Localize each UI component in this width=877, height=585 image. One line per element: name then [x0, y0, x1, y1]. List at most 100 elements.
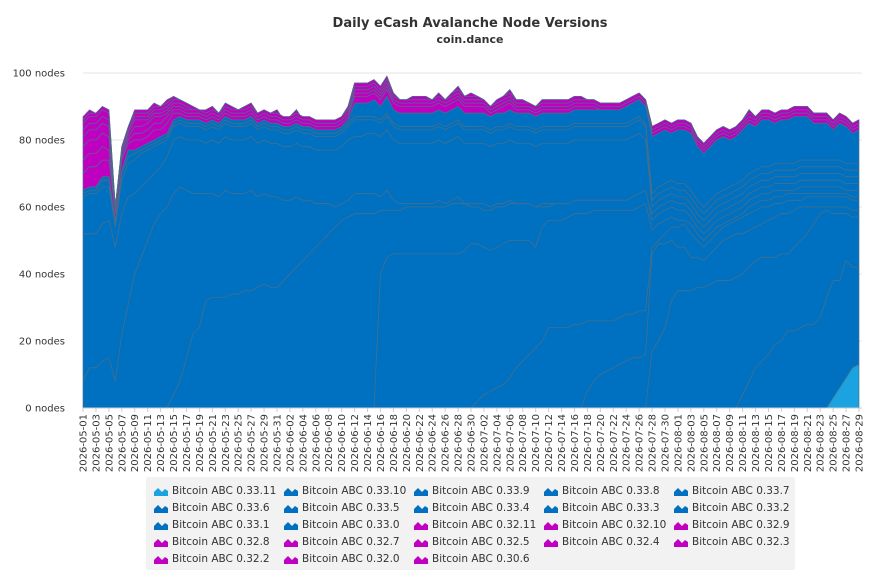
y-tick-label: 40 nodes [19, 270, 65, 281]
legend-item[interactable]: Bitcoin ABC 0.33.0 [284, 518, 400, 532]
legend: Bitcoin ABC 0.33.11 Bitcoin ABC 0.33.10 Bi… [146, 477, 795, 570]
legend-item[interactable]: Bitcoin ABC 0.33.5 [284, 501, 400, 515]
x-tick-label: 2026-07-28 [648, 414, 659, 472]
x-tick-label: 2026-07-02 [479, 414, 490, 472]
legend-item[interactable]: Bitcoin ABC 0.30.6 [414, 552, 530, 566]
legend-item[interactable]: Bitcoin ABC 0.32.2 [154, 552, 270, 566]
area-series-icon [674, 488, 688, 496]
area-series-icon [154, 488, 168, 496]
x-tick-label: 2026-07-30 [661, 414, 672, 472]
x-tick-label: 2026-08-19 [790, 414, 801, 472]
legend-item[interactable]: Bitcoin ABC 0.33.3 [544, 501, 660, 515]
y-axis: 0 nodes 20 nodes 40 nodes 60 nodes 80 nodes 1… [13, 69, 65, 415]
x-tick-label: 2026-08-21 [803, 414, 814, 472]
y-tick-label: 80 nodes [19, 136, 65, 147]
x-tick-label: 2026-05-07 [117, 414, 128, 472]
legend-item[interactable]: Bitcoin ABC 0.32.0 [284, 552, 400, 566]
x-tick-label: 2026-05-05 [104, 414, 115, 472]
area-series-icon [284, 522, 298, 530]
x-tick-label: 2026-08-05 [699, 414, 710, 472]
legend-item[interactable]: Bitcoin ABC 0.32.4 [544, 535, 660, 549]
area-series-icon [674, 505, 688, 513]
x-tick-label: 2026-06-24 [428, 414, 439, 472]
legend-item[interactable]: Bitcoin ABC 0.33.10 [284, 484, 406, 498]
x-tick-label: 2026-07-24 [622, 414, 633, 472]
legend-item[interactable]: Bitcoin ABC 0.33.6 [154, 501, 270, 515]
x-tick-label: 2026-06-04 [298, 414, 309, 472]
x-tick-label: 2026-07-14 [557, 414, 568, 472]
x-axis: 2026-05-01 2026-05-03 2026-05-05 2026-05-07… [79, 407, 866, 472]
x-tick-label: 2026-05-13 [156, 414, 167, 472]
legend-item[interactable]: Bitcoin ABC 0.32.3 [674, 535, 790, 549]
x-tick-label: 2026-06-22 [415, 414, 426, 472]
x-tick-label: 2026-07-26 [635, 414, 646, 472]
x-tick-label: 2026-05-17 [182, 414, 193, 472]
legend-item[interactable]: Bitcoin ABC 0.32.10 [544, 518, 666, 532]
x-tick-label: 2026-05-09 [130, 414, 141, 472]
legend-label: Bitcoin ABC 0.32.5 [432, 536, 530, 548]
legend-label: Bitcoin ABC 0.32.11 [432, 519, 537, 531]
legend-item[interactable]: Bitcoin ABC 0.33.2 [674, 501, 790, 515]
y-tick-label: 100 nodes [13, 69, 65, 80]
y-tick-label: 0 nodes [25, 404, 65, 415]
plot-areas [82, 75, 860, 409]
legend-label: Bitcoin ABC 0.33.11 [172, 485, 277, 497]
x-tick-label: 2026-06-06 [311, 414, 322, 472]
legend-item[interactable]: Bitcoin ABC 0.33.9 [414, 484, 530, 498]
legend-item[interactable]: Bitcoin ABC 0.32.11 [414, 518, 536, 532]
x-tick-label: 2026-05-31 [273, 414, 284, 472]
legend-label: Bitcoin ABC 0.30.6 [432, 553, 530, 565]
x-tick-label: 2026-06-02 [285, 414, 296, 472]
legend-item[interactable]: Bitcoin ABC 0.32.5 [414, 535, 530, 549]
area-series-icon [154, 556, 168, 564]
x-tick-label: 2026-07-22 [609, 414, 620, 472]
x-tick-label: 2026-05-25 [234, 414, 245, 472]
x-tick-label: 2026-06-26 [441, 414, 452, 472]
legend-label: Bitcoin ABC 0.32.2 [172, 553, 270, 565]
legend-item[interactable]: Bitcoin ABC 0.32.8 [154, 535, 270, 549]
legend-label: Bitcoin ABC 0.33.5 [302, 502, 400, 514]
legend-item[interactable]: Bitcoin ABC 0.33.8 [544, 484, 660, 498]
legend-item[interactable]: Bitcoin ABC 0.32.7 [284, 535, 400, 549]
legend-label: Bitcoin ABC 0.33.0 [302, 519, 400, 531]
area-series-icon [674, 539, 688, 547]
legend-item[interactable]: Bitcoin ABC 0.33.1 [154, 518, 270, 532]
x-tick-label: 2026-05-19 [195, 414, 206, 472]
x-tick-label: 2026-08-13 [751, 414, 762, 472]
x-tick-label: 2026-08-09 [725, 414, 736, 472]
legend-label: Bitcoin ABC 0.33.1 [172, 519, 270, 531]
x-tick-label: 2026-07-16 [570, 414, 581, 472]
chart-title: Daily eCash Avalanche Node Versions [333, 16, 608, 31]
x-tick-label: 2026-06-16 [376, 414, 387, 472]
legend-label: Bitcoin ABC 0.32.8 [172, 536, 270, 548]
x-tick-label: 2026-08-25 [829, 414, 840, 472]
area-series-icon [544, 488, 558, 496]
x-tick-label: 2026-06-10 [337, 414, 348, 472]
legend-label: Bitcoin ABC 0.32.4 [562, 536, 660, 548]
legend-label: Bitcoin ABC 0.32.10 [562, 519, 667, 531]
legend-item[interactable]: Bitcoin ABC 0.33.7 [674, 484, 790, 498]
x-tick-label: 2026-06-30 [467, 414, 478, 472]
area-series-icon [284, 505, 298, 513]
legend-label: Bitcoin ABC 0.32.7 [302, 536, 400, 548]
x-tick-label: 2026-05-21 [208, 414, 219, 472]
x-tick-label: 2026-08-11 [738, 414, 749, 472]
area-series-icon [284, 488, 298, 496]
x-tick-label: 2026-07-20 [596, 414, 607, 472]
chart-subtitle: coin.dance [437, 33, 504, 46]
x-tick-label: 2026-05-15 [169, 414, 180, 472]
legend-item[interactable]: Bitcoin ABC 0.32.9 [674, 518, 790, 532]
legend-item[interactable]: Bitcoin ABC 0.33.4 [414, 501, 530, 515]
y-tick-label: 20 nodes [19, 337, 65, 348]
x-tick-label: 2026-08-03 [686, 414, 697, 472]
area-series-icon [414, 522, 428, 530]
x-tick-label: 2026-06-18 [389, 414, 400, 472]
legend-label: Bitcoin ABC 0.33.10 [302, 485, 407, 497]
area-series-icon [154, 522, 168, 530]
area-series-icon [414, 556, 428, 564]
area-series-icon [674, 522, 688, 530]
area-series-icon [544, 505, 558, 513]
area-series-icon [414, 505, 428, 513]
legend-item[interactable]: Bitcoin ABC 0.33.11 [154, 484, 276, 498]
area-series-icon [154, 505, 168, 513]
